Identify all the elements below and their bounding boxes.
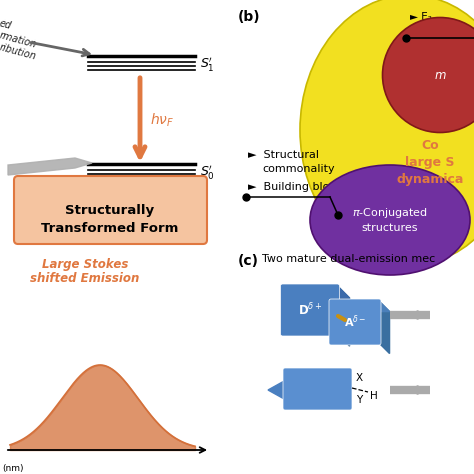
Text: Structurally: Structurally [65,203,155,217]
Text: structures: structures [362,223,418,233]
Ellipse shape [310,165,470,275]
Text: ed: ed [0,18,12,31]
Text: Transformed Form: Transformed Form [41,221,179,235]
Text: commonality: commonality [262,164,335,174]
Polygon shape [268,375,295,405]
Text: Large Stokes: Large Stokes [42,258,128,271]
Text: A$^{\delta-}$: A$^{\delta-}$ [344,314,366,330]
FancyBboxPatch shape [281,284,339,336]
Text: D$^{\delta+}$: D$^{\delta+}$ [298,301,322,319]
Text: (c): (c) [238,254,259,268]
Text: rmation: rmation [0,30,37,50]
Text: m: m [434,69,446,82]
Text: $S_1'$: $S_1'$ [200,55,215,73]
FancyBboxPatch shape [329,299,381,345]
Text: X: X [356,373,363,383]
Text: (b): (b) [238,10,261,24]
Text: ribution: ribution [0,42,37,62]
Text: $\pi$-Conjugated: $\pi$-Conjugated [352,206,428,220]
FancyBboxPatch shape [14,176,207,244]
Text: Two mature dual-emission mec: Two mature dual-emission mec [262,254,435,264]
Text: ► E₂: ► E₂ [410,12,432,22]
Polygon shape [331,301,390,311]
Text: (nm): (nm) [2,464,24,473]
Polygon shape [283,286,350,298]
FancyBboxPatch shape [283,368,352,410]
Text: H: H [370,391,378,401]
Ellipse shape [300,0,474,265]
Polygon shape [337,286,350,346]
Ellipse shape [383,18,474,133]
Text: large S: large S [405,155,455,168]
Polygon shape [8,158,92,175]
Text: ►  Structural: ► Structural [248,150,319,160]
Text: $S_0'$: $S_0'$ [200,163,215,181]
Polygon shape [379,301,390,354]
Text: dynamica: dynamica [396,173,464,185]
Text: Y: Y [356,395,362,405]
Text: ►  Building blocks: ► Building blocks [248,182,348,192]
Text: h$\nu_F$: h$\nu_F$ [150,111,174,129]
Text: shifted Emission: shifted Emission [30,272,140,285]
Text: Co: Co [421,138,439,152]
Text: ► St: ► St [410,24,432,34]
